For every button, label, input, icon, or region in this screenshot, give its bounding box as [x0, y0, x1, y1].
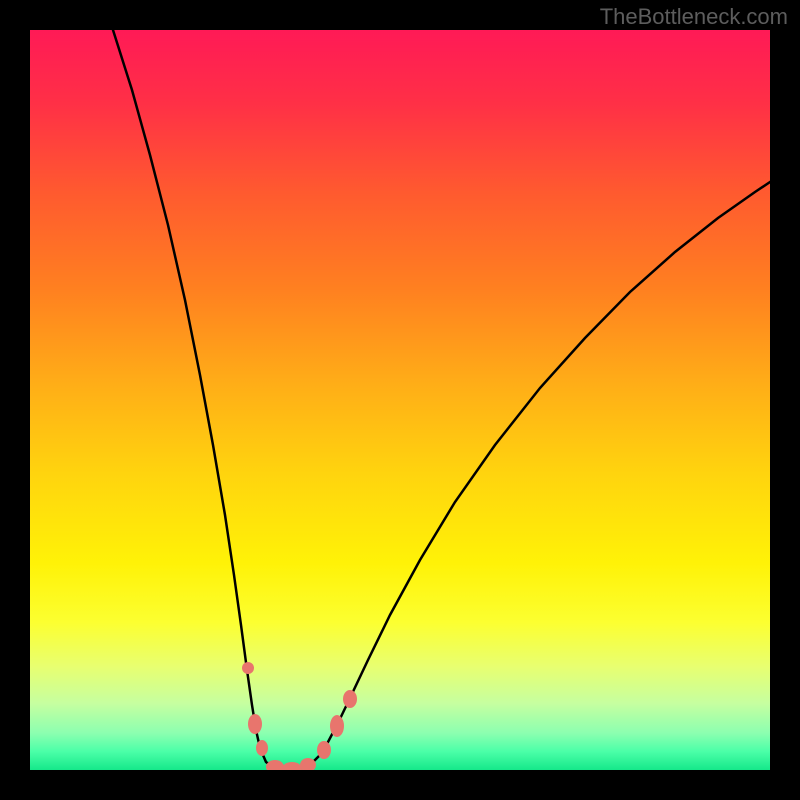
chart-container: [30, 30, 770, 770]
gradient-background: [30, 30, 770, 770]
data-marker: [330, 715, 344, 737]
data-marker: [343, 690, 357, 708]
watermark-text: TheBottleneck.com: [600, 4, 788, 30]
data-marker: [256, 740, 268, 756]
data-marker: [317, 741, 331, 759]
data-marker: [242, 662, 254, 674]
data-marker: [248, 714, 262, 734]
bottleneck-chart: [30, 30, 770, 770]
